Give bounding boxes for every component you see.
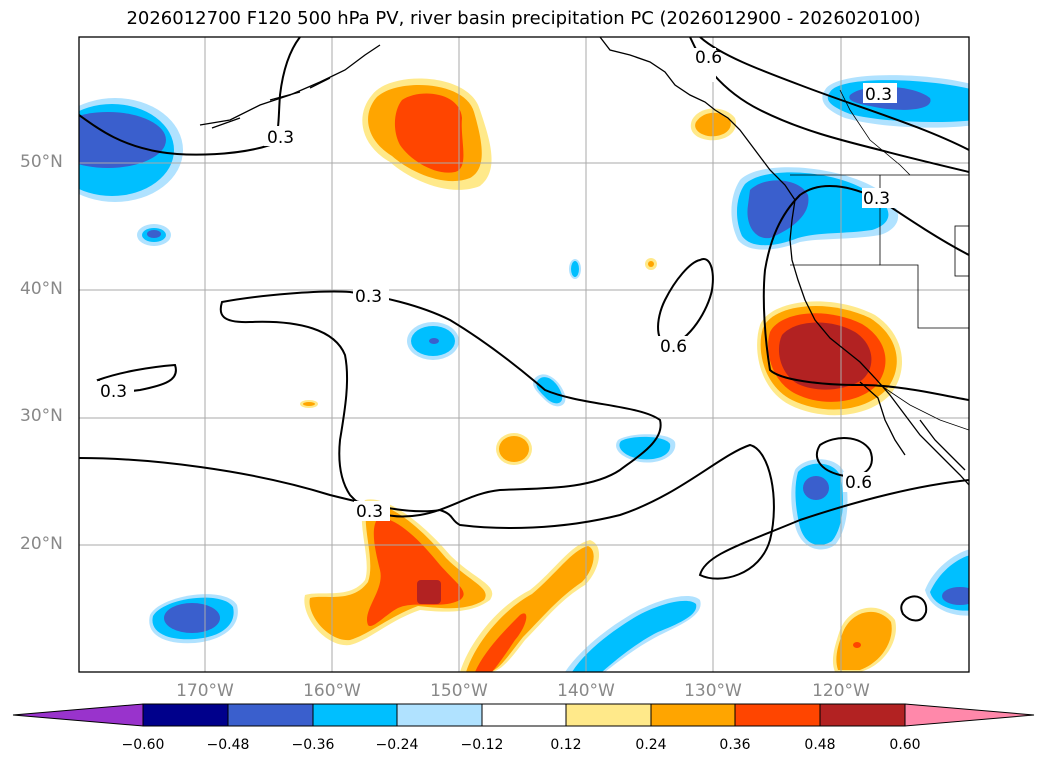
contour-label: 0.3 <box>356 502 383 522</box>
colorbar-tick-label: 0.60 <box>889 737 921 753</box>
contour-label: 0.6 <box>695 48 722 68</box>
latitude-label: 50°N <box>20 152 63 172</box>
positive-anomaly-gulf-alaska <box>362 78 492 190</box>
precipitation-anomaly-fields <box>79 75 969 672</box>
borders <box>790 89 969 431</box>
contour-label: 0.3 <box>865 85 892 105</box>
coastlines <box>199 37 969 486</box>
map-title: 2026012700 F120 500 hPa PV, river basin … <box>126 8 921 29</box>
graticule <box>79 37 969 672</box>
colorbar-tick-label: −0.12 <box>460 737 504 753</box>
positive-anomaly-hawaii <box>304 499 493 646</box>
negative-anomaly-nw <box>79 98 183 202</box>
positive-anomaly-california <box>757 301 902 416</box>
colorbar-tick-label: 0.24 <box>635 737 667 753</box>
contour-label: 0.3 <box>863 189 890 209</box>
contour-label: 0.3 <box>100 382 127 402</box>
colorbar <box>12 703 1035 727</box>
contour-label: 0.6 <box>845 473 872 493</box>
longitude-label: 160°W <box>303 681 361 701</box>
contour-label: 0.3 <box>267 128 294 148</box>
longitude-label: 150°W <box>430 681 488 701</box>
longitude-label: 120°W <box>812 681 870 701</box>
longitude-label: 170°W <box>176 681 234 701</box>
colorbar-tick-label: −0.48 <box>206 737 250 753</box>
colorbar-tick-label: 0.48 <box>804 737 836 753</box>
colorbar-tick-label: 0.36 <box>719 737 751 753</box>
latitude-label: 20°N <box>20 534 63 554</box>
latitude-label: 40°N <box>20 279 63 299</box>
colorbar-tick-label: 0.12 <box>550 737 582 753</box>
colorbar-tick-label: −0.60 <box>121 737 165 753</box>
contour-label: 0.3 <box>355 287 382 307</box>
negative-anomaly-pacific-northwest <box>731 167 899 250</box>
map-frame <box>78 36 970 673</box>
colorbar-tick-label: −0.24 <box>375 737 419 753</box>
pv-contour-labels: 0.3 0.6 0.3 0.3 0.3 0.3 0.6 0.6 0.3 <box>98 48 898 522</box>
longitude-label: 130°W <box>684 681 742 701</box>
longitude-label: 140°W <box>557 681 615 701</box>
colorbar-tick-label: −0.36 <box>291 737 335 753</box>
latitude-label: 30°N <box>20 406 63 426</box>
contour-label: 0.6 <box>660 337 687 357</box>
